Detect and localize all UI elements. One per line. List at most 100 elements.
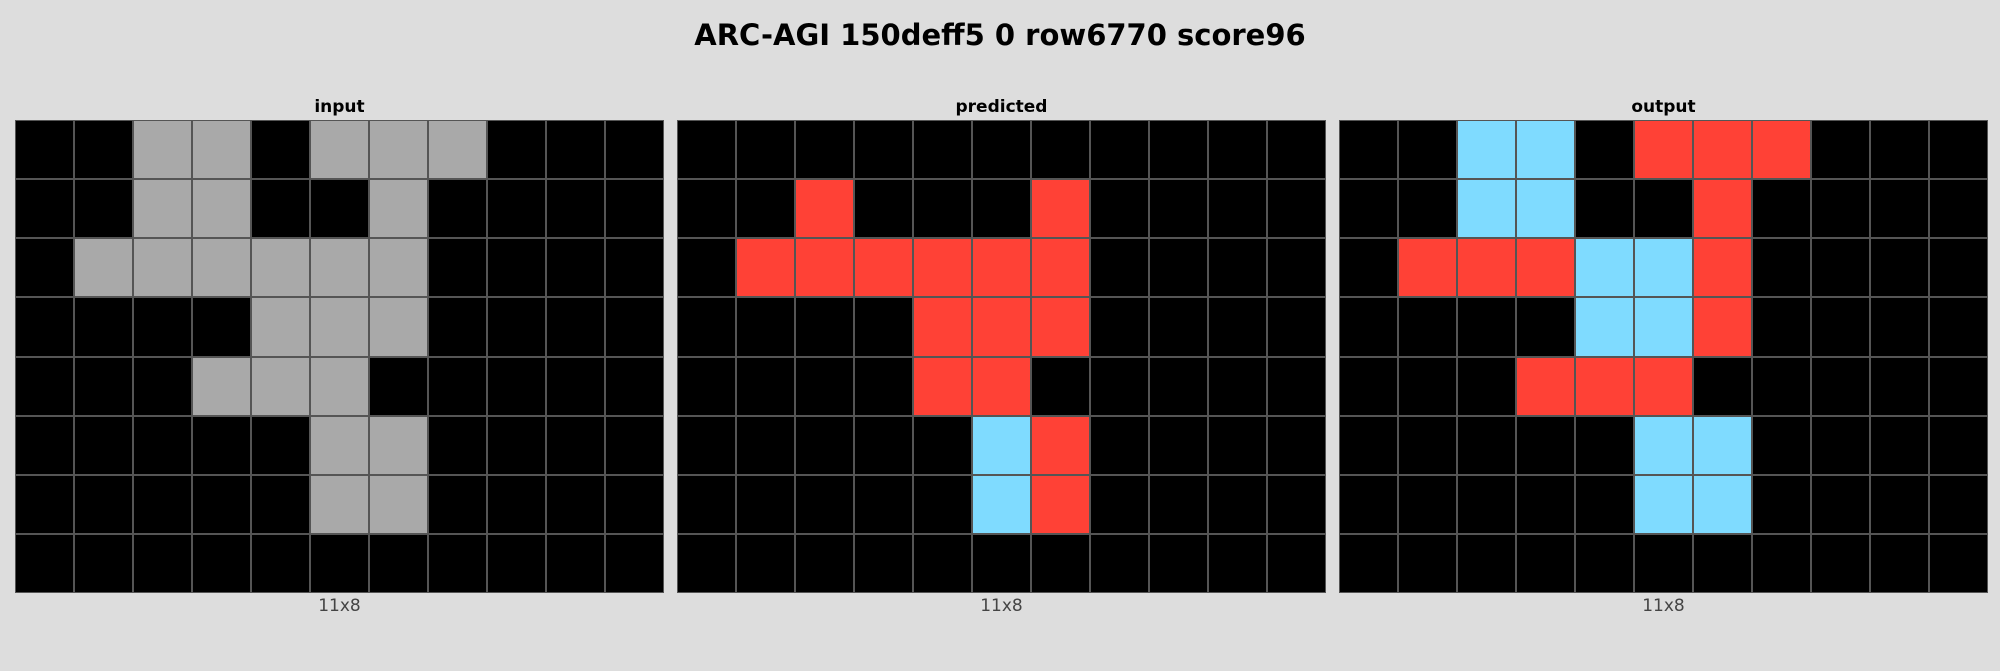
grid-cell [1516, 415, 1575, 475]
grid-cell [546, 120, 605, 180]
grid-cell [1457, 474, 1516, 534]
grid-cell [677, 120, 736, 180]
grid-cell [1267, 533, 1326, 593]
grid-cell [913, 533, 972, 593]
grid-cell [1457, 533, 1516, 593]
output-label: output [1631, 97, 1696, 117]
predicted-label: predicted [955, 97, 1048, 117]
grid-cell [1267, 179, 1326, 239]
grid-cell [1267, 120, 1326, 180]
input-label: input [314, 97, 365, 117]
grid-cell [1516, 179, 1575, 239]
grid-cell [1208, 238, 1267, 298]
grid-cell [1634, 356, 1693, 416]
predicted-panel: predicted 11x8 [677, 96, 1326, 616]
grid-cell [251, 533, 310, 593]
grid-cell [854, 179, 913, 239]
grid-cell [1693, 120, 1752, 180]
grid-cell [1870, 297, 1929, 357]
grid-cell [1398, 415, 1457, 475]
grid-cell [546, 533, 605, 593]
grid-cell [251, 179, 310, 239]
grid-cell [1149, 415, 1208, 475]
grid-cell [546, 179, 605, 239]
grid-cell [1870, 415, 1929, 475]
grid-cell [1693, 238, 1752, 298]
grid-cell [605, 238, 664, 298]
grid-cell [677, 474, 736, 534]
grid-cell [487, 297, 546, 357]
grid-cell [1398, 533, 1457, 593]
grid-cell [15, 238, 74, 298]
grid-cell [1811, 474, 1870, 534]
grid-cell [677, 297, 736, 357]
grid-cell [1693, 474, 1752, 534]
grid-cell [1339, 356, 1398, 416]
grid-cell [487, 120, 546, 180]
grid-cell [972, 533, 1031, 593]
grid-cell [913, 238, 972, 298]
grid-cell [1575, 297, 1634, 357]
grid-cell [369, 120, 428, 180]
grid-cell [1752, 120, 1811, 180]
grid-cell [1031, 120, 1090, 180]
grid-cell [369, 415, 428, 475]
grid-cell [605, 415, 664, 475]
grid-cell [487, 356, 546, 416]
grid-cell [1516, 356, 1575, 416]
grid-cell [1267, 238, 1326, 298]
grid-cell [1149, 297, 1208, 357]
grid-cell [913, 356, 972, 416]
grid-cell [1693, 356, 1752, 416]
grid-cell [1575, 415, 1634, 475]
grid-cell [1339, 297, 1398, 357]
grid-cell [1634, 415, 1693, 475]
grid-cell [736, 238, 795, 298]
grid-cell [251, 238, 310, 298]
grid-cell [1267, 297, 1326, 357]
grid-cell [913, 179, 972, 239]
grid-cell [677, 238, 736, 298]
grid-cell [1752, 297, 1811, 357]
grid-cell [972, 415, 1031, 475]
grid-cell [133, 120, 192, 180]
grid-cell [854, 415, 913, 475]
grid-cell [15, 533, 74, 593]
grid-cell [1693, 179, 1752, 239]
grid-cell [1752, 474, 1811, 534]
figure-title: ARC-AGI 150deff5 0 row6770 score96 [694, 18, 1306, 52]
grid-cell [605, 533, 664, 593]
grid-cell [428, 474, 487, 534]
grid-cell [854, 533, 913, 593]
grid-cell [133, 179, 192, 239]
grid-cell [133, 533, 192, 593]
grid-cell [1457, 415, 1516, 475]
grid-cell [795, 474, 854, 534]
grid-cell [15, 356, 74, 416]
grid-cell [1457, 238, 1516, 298]
grid-cell [1811, 238, 1870, 298]
grid-cell [795, 120, 854, 180]
grid-cell [74, 415, 133, 475]
grid-cell [192, 415, 251, 475]
grid-cell [1516, 120, 1575, 180]
grid-cell [369, 533, 428, 593]
grid-cell [1398, 238, 1457, 298]
grid-cell [1090, 120, 1149, 180]
grid-cell [854, 356, 913, 416]
grid-cell [1634, 474, 1693, 534]
grid-cell [854, 297, 913, 357]
grid-cell [428, 415, 487, 475]
grid-cell [74, 474, 133, 534]
grid-cell [1870, 356, 1929, 416]
grid-cell [1870, 179, 1929, 239]
grid-cell [795, 533, 854, 593]
grid-cell [795, 356, 854, 416]
grid-cell [1575, 533, 1634, 593]
grid-cell [1398, 120, 1457, 180]
grid-cell [913, 474, 972, 534]
grid-cell [487, 415, 546, 475]
input-panel: input 11x8 [15, 96, 664, 616]
grid-cell [74, 297, 133, 357]
grid-cell [1339, 474, 1398, 534]
